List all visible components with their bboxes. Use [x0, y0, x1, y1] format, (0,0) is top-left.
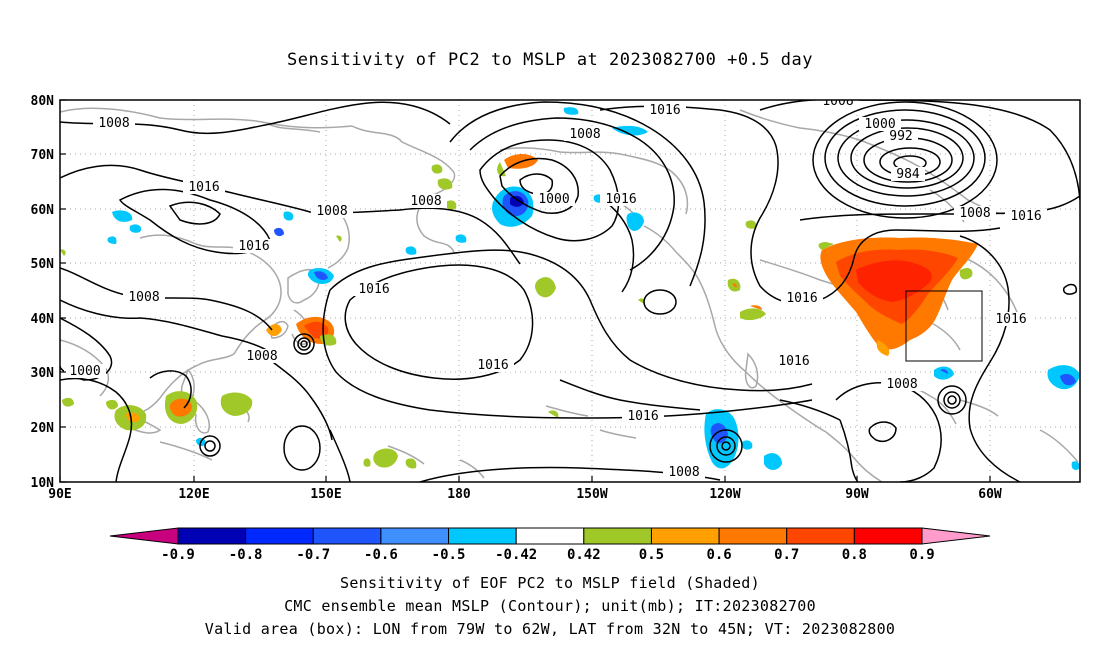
- colorbar-cell: [245, 527, 314, 545]
- contour-labels: 1008 1016 1008 1008 1016 1016 1008 1000 …: [64, 94, 1047, 480]
- contour-label: 1016: [188, 180, 219, 195]
- colorbar-label: 0.42: [567, 547, 601, 563]
- contour-label: 1008: [98, 116, 129, 131]
- lat-label: 10N: [31, 476, 55, 491]
- contour-label: 1016: [778, 354, 809, 369]
- contour-label: 1008: [569, 127, 600, 142]
- caption-valid-area: Valid area (box): LON from 79W to 62W, L…: [204, 620, 896, 638]
- colorbar-cell: [380, 527, 450, 545]
- sensitivity-shading: [60, 107, 1080, 470]
- colorbar-label: -0.6: [364, 547, 398, 563]
- contour-label: 984: [896, 167, 920, 182]
- contour-label: 1016: [477, 358, 508, 373]
- contour-label: 1008: [128, 290, 159, 305]
- lat-label: 80N: [31, 94, 55, 109]
- caption-contour: CMC ensemble mean MSLP (Contour); unit(m…: [284, 597, 816, 615]
- lat-label: 20N: [31, 421, 55, 436]
- lon-label: 150W: [576, 487, 607, 502]
- contour-label: 1000: [538, 192, 569, 207]
- colorbar-label: 0.8: [842, 547, 867, 563]
- colorbar-cell: [448, 527, 517, 545]
- colorbar-cell: [853, 527, 923, 545]
- colorbar-labels: -0.9 -0.8 -0.7 -0.6 -0.5 -0.42 0.42 0.5 0.6 0.7 0.…: [161, 547, 935, 563]
- lat-label: 70N: [31, 148, 55, 163]
- contour-label: 1016: [605, 192, 636, 207]
- contour-label: 1000: [864, 117, 895, 132]
- colorbar-label: -0.7: [296, 547, 330, 563]
- contour-label: 1016: [649, 103, 680, 118]
- colorbar-label: -0.5: [432, 547, 466, 563]
- contour-label: 1008: [959, 206, 990, 221]
- colorbar-label: 0.6: [706, 547, 731, 563]
- colorbar-label: 0.5: [639, 547, 664, 563]
- contour-label: 1016: [786, 291, 817, 306]
- lon-label: 90W: [845, 487, 869, 502]
- caption-shaded: Sensitivity of EOF PC2 to MSLP field (Sh…: [340, 574, 760, 592]
- colorbar-cells: [177, 527, 923, 545]
- contour-label: 1016: [627, 409, 658, 424]
- colorbar-cell: [718, 527, 788, 545]
- lon-label: 150E: [310, 487, 341, 502]
- contour-label: 1016: [358, 282, 389, 297]
- contour-label: 992: [889, 129, 912, 144]
- latitude-labels: 80N 70N 60N 50N 40N 30N 20N 10N: [31, 94, 55, 491]
- lon-label: 90E: [48, 487, 71, 502]
- colorbar-cell: [650, 527, 720, 545]
- sensitivity-map: 1008 1016 1008 1008 1016 1016 1008 1000 …: [31, 94, 1081, 563]
- contour-label: 1016: [238, 239, 269, 254]
- colorbar-low-triangle: [109, 527, 179, 545]
- colorbar-label: 0.7: [774, 547, 799, 563]
- lat-label: 40N: [31, 312, 55, 327]
- lat-label: 30N: [31, 366, 55, 381]
- colorbar-cell: [177, 527, 247, 545]
- colorbar-cell: [515, 527, 585, 545]
- colorbar-label: -0.8: [229, 547, 263, 563]
- lon-label: 120W: [709, 487, 740, 502]
- contour-label: 1008: [316, 204, 347, 219]
- contour-label: 1000: [69, 364, 100, 379]
- contour-label: 1016: [995, 312, 1026, 327]
- lon-label: 60W: [978, 487, 1002, 502]
- colorbar-cell: [583, 527, 652, 545]
- contour-label: 1008: [822, 94, 853, 109]
- contour-label: 1008: [410, 194, 441, 209]
- longitude-labels: 90E 120E 150E 180 150W 120W 90W 60W: [48, 487, 1002, 502]
- colorbar-cell: [786, 527, 855, 545]
- plot-frame: [59, 99, 1081, 483]
- map-plot-area: 1008 1016 1008 1008 1016 1016 1008 1000 …: [60, 94, 1080, 482]
- contour-label: 1008: [668, 465, 699, 480]
- axis-ticks: [59, 99, 991, 483]
- colorbar-label: 0.9: [909, 547, 934, 563]
- valid-area-box: [905, 290, 983, 362]
- colorbar-label: -0.42: [495, 547, 537, 563]
- colorbar-high-triangle: [921, 527, 991, 545]
- colorbar-label: -0.9: [161, 547, 195, 563]
- lat-label: 60N: [31, 203, 55, 218]
- contour-label: 1008: [246, 349, 277, 364]
- colorbar-cell: [312, 527, 382, 545]
- lat-label: 50N: [31, 257, 55, 272]
- contour-label: 1016: [1010, 209, 1041, 224]
- colorbar: -0.9 -0.8 -0.7 -0.6 -0.5 -0.42 0.42 0.5 0.6 0.7 0.…: [109, 527, 991, 563]
- map-title: Sensitivity of PC2 to MSLP at 2023082700…: [286, 50, 813, 70]
- lon-label: 120E: [178, 487, 209, 502]
- contour-label: 1008: [886, 377, 917, 392]
- lon-label: 180: [447, 487, 471, 502]
